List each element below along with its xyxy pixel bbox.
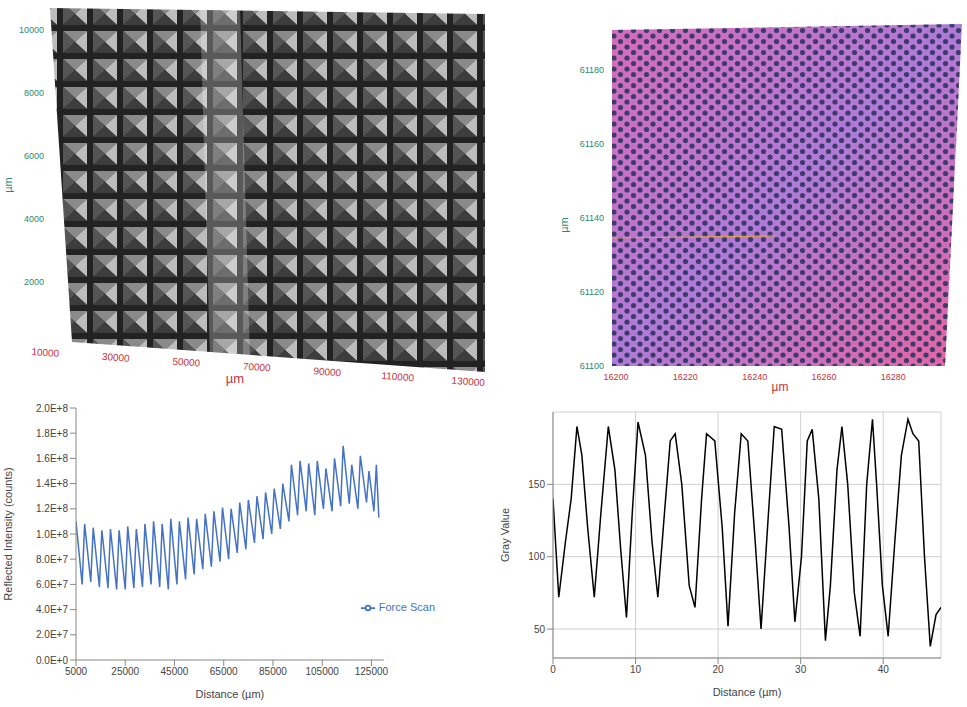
svg-text:1.6E+8: 1.6E+8 — [36, 453, 68, 464]
svg-text:16200: 16200 — [603, 372, 628, 382]
svg-text:10000: 10000 — [19, 25, 44, 35]
svg-text:16260: 16260 — [811, 372, 836, 382]
svg-text:6.0E+7: 6.0E+7 — [36, 579, 68, 590]
svg-text:130000: 130000 — [451, 375, 485, 388]
svg-text:2.0E+7: 2.0E+7 — [36, 629, 68, 640]
svg-text:25000: 25000 — [111, 666, 139, 677]
svg-text:4000: 4000 — [24, 214, 44, 224]
svg-text:10000: 10000 — [31, 346, 60, 359]
svg-text:2000: 2000 — [24, 277, 44, 287]
svg-text:61160: 61160 — [580, 139, 604, 149]
svg-text:16280: 16280 — [881, 372, 906, 382]
svg-text:50: 50 — [534, 624, 546, 635]
svg-text:µm: µm — [2, 177, 14, 193]
svg-text:45000: 45000 — [161, 666, 189, 677]
svg-text:4.0E+7: 4.0E+7 — [36, 604, 68, 615]
svg-text:50000: 50000 — [172, 356, 201, 369]
svg-text:61180: 61180 — [580, 65, 604, 75]
svg-text:1.2E+8: 1.2E+8 — [36, 503, 68, 514]
svg-text:16240: 16240 — [742, 372, 767, 382]
svg-text:16220: 16220 — [673, 372, 698, 382]
svg-text:65000: 65000 — [210, 666, 238, 677]
svg-text:0.0E+0: 0.0E+0 — [36, 655, 68, 666]
svg-text:70000: 70000 — [242, 361, 271, 374]
svg-text:61140: 61140 — [580, 213, 604, 223]
svg-text:6000: 6000 — [24, 151, 44, 161]
svg-text:100: 100 — [528, 551, 545, 562]
svg-text:2.0E+8: 2.0E+8 — [36, 403, 68, 414]
svg-text:8000: 8000 — [24, 88, 44, 98]
svg-text:µm: µm — [226, 371, 244, 386]
svg-text:61100: 61100 — [580, 361, 604, 371]
svg-text:105000: 105000 — [306, 666, 340, 677]
svg-text:µm: µm — [772, 380, 789, 394]
svg-text:85000: 85000 — [259, 666, 287, 677]
svg-text:125000: 125000 — [355, 666, 389, 677]
svg-text:1.0E+8: 1.0E+8 — [36, 529, 68, 540]
svg-text:30000: 30000 — [101, 351, 130, 364]
svg-text:Gray Value: Gray Value — [499, 508, 511, 562]
svg-text:150: 150 — [528, 479, 545, 490]
svg-text:0: 0 — [550, 664, 556, 675]
svg-text:30: 30 — [795, 664, 807, 675]
svg-text:µm: µm — [558, 217, 570, 233]
html-text:Force Scan: Force Scan — [378, 601, 435, 613]
svg-text:1.4E+8: 1.4E+8 — [36, 478, 68, 489]
svg-text:Distance (µm): Distance (µm) — [713, 686, 782, 698]
svg-text:110000: 110000 — [381, 370, 415, 383]
svg-text:5000: 5000 — [65, 666, 88, 677]
svg-text:8.0E+7: 8.0E+7 — [36, 554, 68, 565]
svg-text:Distance (µm): Distance (µm) — [196, 688, 265, 700]
svg-text:10: 10 — [630, 664, 642, 675]
svg-text:20: 20 — [713, 664, 725, 675]
svg-text:1.8E+8: 1.8E+8 — [36, 428, 68, 439]
svg-text:40: 40 — [878, 664, 890, 675]
svg-text:90000: 90000 — [313, 365, 342, 378]
svg-text:61120: 61120 — [580, 287, 604, 297]
svg-text:Reflected Intensity (counts): Reflected Intensity (counts) — [2, 467, 14, 600]
